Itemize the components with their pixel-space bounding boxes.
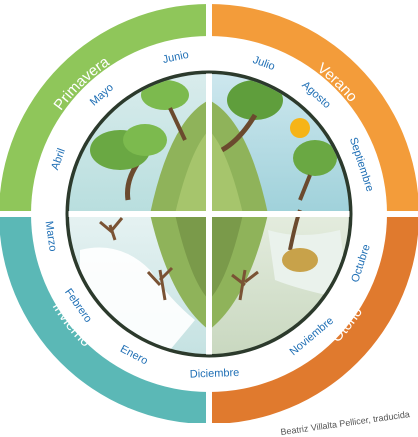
autumn-segment [209, 214, 418, 423]
spring-tree [90, 80, 189, 201]
winter-segment [0, 214, 209, 423]
seasons-wheel: Primavera Verano Otoño Invierno EneroFeb… [0, 4, 418, 423]
spring-segment [0, 4, 209, 214]
summer-segment [209, 4, 418, 214]
month-label-junio: Junio [162, 49, 190, 66]
month-label-diciembre: Diciembre [190, 367, 240, 381]
summer-tree [220, 80, 337, 201]
sun-icon [290, 118, 310, 138]
winter-tree [99, 217, 174, 301]
month-label-marzo: Marzo [43, 220, 59, 252]
